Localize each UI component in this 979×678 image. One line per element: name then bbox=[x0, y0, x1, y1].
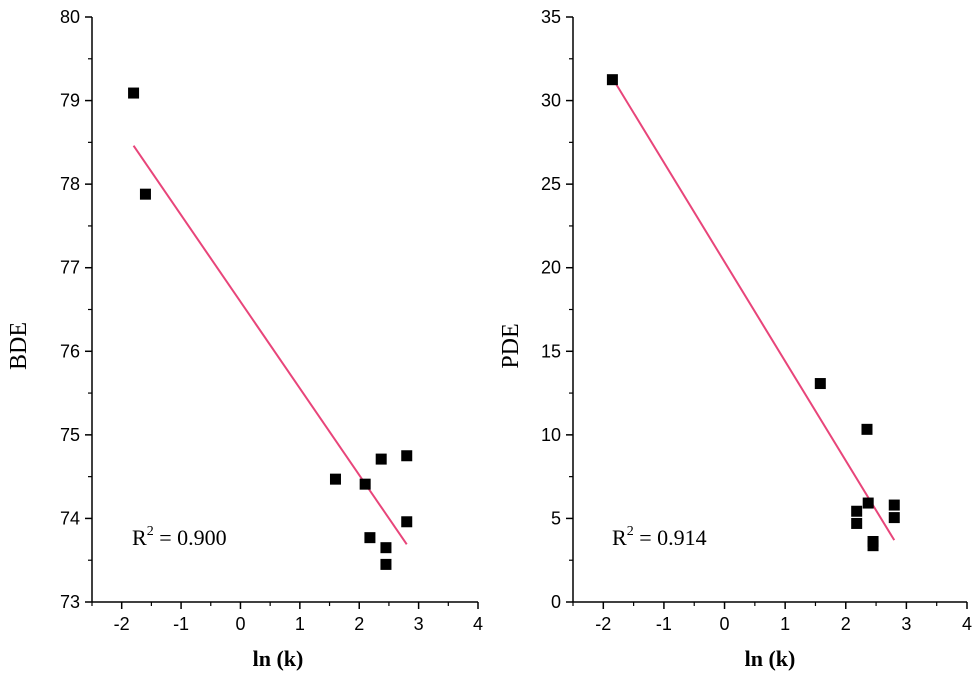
bde-data-point bbox=[380, 558, 392, 570]
bde-x-tick-label: 3 bbox=[414, 614, 424, 634]
bde-data-point bbox=[375, 453, 387, 465]
pde-data-point bbox=[862, 497, 874, 509]
pde-data-point bbox=[867, 540, 879, 552]
bde-points bbox=[128, 87, 413, 570]
bde-y-tick-label: 76 bbox=[60, 341, 80, 361]
bde-y-tick-label: 79 bbox=[60, 91, 80, 111]
pde-r-squared-prefix: R bbox=[612, 525, 627, 550]
pde-y-tick-label: 25 bbox=[541, 174, 561, 194]
pde-data-point bbox=[888, 499, 900, 511]
bde-axes bbox=[91, 17, 478, 603]
bde-x-tick-label: 2 bbox=[354, 614, 364, 634]
bde-x-axis-title: ln (k) bbox=[253, 646, 304, 671]
pde-x-tick-label: 2 bbox=[841, 614, 851, 634]
bde-data-point bbox=[401, 516, 413, 528]
bde-data-point bbox=[128, 87, 140, 99]
pde-y-tick-label: 30 bbox=[541, 91, 561, 111]
pde-axes bbox=[572, 17, 967, 603]
bde-data-point bbox=[401, 450, 413, 462]
bde-r-squared-prefix: R bbox=[132, 525, 147, 550]
pde-r-squared-label: R2 = 0.914 bbox=[612, 524, 707, 550]
pde-y-tick-label: 15 bbox=[541, 341, 561, 361]
bde-ticks: -2 -1 0 1 2 3 4 73 74 75 76 77 78 79 80 bbox=[60, 7, 483, 634]
pde-r-squared-superscript: 2 bbox=[627, 524, 634, 539]
pde-y-tick-label: 5 bbox=[551, 508, 561, 528]
bde-r-squared-superscript: 2 bbox=[147, 524, 154, 539]
bde-x-tick-label: 1 bbox=[295, 614, 305, 634]
pde-x-tick-label: -2 bbox=[595, 614, 611, 634]
bde-x-tick-label: 4 bbox=[473, 614, 483, 634]
bde-data-point bbox=[364, 532, 376, 544]
bde-y-tick-label: 75 bbox=[60, 425, 80, 445]
bde-x-tick-label: -1 bbox=[173, 614, 189, 634]
pde-data-point bbox=[606, 74, 618, 86]
bde-y-tick-label: 74 bbox=[60, 508, 80, 528]
bde-fit-line bbox=[132, 145, 408, 545]
bde-data-point bbox=[139, 188, 151, 200]
pde-y-tick-label: 35 bbox=[541, 7, 561, 27]
bde-y-axis-title: BDE bbox=[6, 322, 32, 370]
pde-x-tick-label: 4 bbox=[962, 614, 972, 634]
bde-r-squared-label: R2 = 0.900 bbox=[132, 524, 227, 550]
pde-r-squared-value: = 0.914 bbox=[634, 525, 707, 550]
pde-y-tick-label: 0 bbox=[551, 592, 561, 612]
pde-y-tick-label: 20 bbox=[541, 258, 561, 278]
pde-data-point bbox=[851, 517, 863, 529]
pde-x-tick-label: 0 bbox=[720, 614, 730, 634]
bde-x-tick-label: 0 bbox=[235, 614, 245, 634]
pde-fit-line-group bbox=[614, 82, 896, 541]
bde-data-point bbox=[359, 478, 371, 490]
pde-data-point bbox=[851, 505, 863, 517]
pde-x-axis-title: ln (k) bbox=[745, 646, 796, 671]
pde-data-point bbox=[814, 378, 826, 390]
pde-y-axis-title: PDE bbox=[498, 323, 524, 368]
pde-data-point bbox=[861, 423, 873, 435]
pde-points bbox=[606, 74, 900, 552]
pde-x-tick-label: 3 bbox=[901, 614, 911, 634]
pde-fit-line bbox=[614, 82, 896, 541]
pde-x-tick-label: -1 bbox=[656, 614, 672, 634]
bde-y-tick-label: 80 bbox=[60, 7, 80, 27]
bde-chart-panel: -2 -1 0 1 2 3 4 73 74 75 76 77 78 79 80 BDE ln (k) R2 … bbox=[6, 7, 483, 671]
pde-data-point bbox=[888, 512, 900, 524]
bde-data-point bbox=[329, 473, 341, 485]
bde-x-tick-label: -2 bbox=[114, 614, 130, 634]
pde-y-tick-label: 10 bbox=[541, 425, 561, 445]
bde-fit-line-group bbox=[132, 145, 408, 545]
bde-r-squared-value: = 0.900 bbox=[154, 525, 227, 550]
bde-y-tick-label: 73 bbox=[60, 592, 80, 612]
bde-data-point bbox=[380, 542, 392, 554]
bde-y-tick-label: 78 bbox=[60, 174, 80, 194]
pde-ticks: -2 -1 0 1 2 3 4 0 5 10 15 20 25 30 35 bbox=[541, 7, 972, 634]
pde-x-tick-label: 1 bbox=[780, 614, 790, 634]
bde-y-tick-label: 77 bbox=[60, 258, 80, 278]
